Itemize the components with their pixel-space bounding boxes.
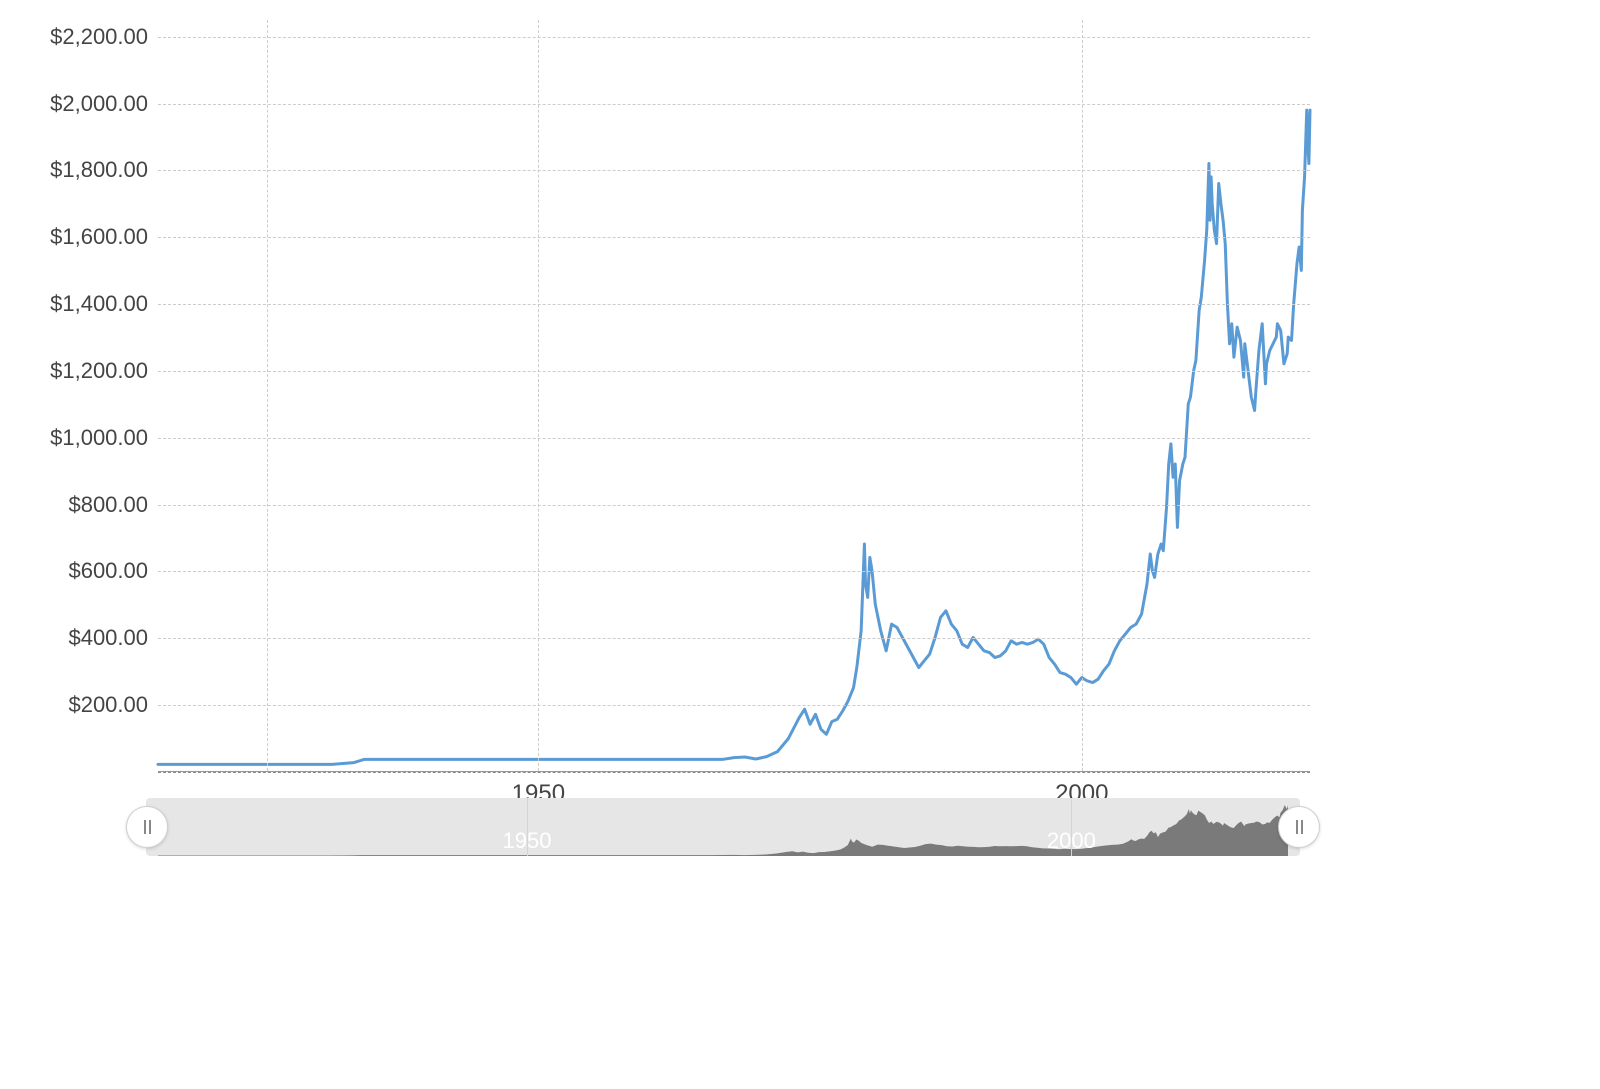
grid-line-vertical: [1082, 20, 1083, 771]
grid-line-horizontal: [158, 638, 1310, 639]
drag-icon: [149, 820, 151, 834]
grid-line-horizontal: [158, 170, 1310, 171]
y-axis-tick-label: $800.00: [68, 492, 148, 518]
y-axis-tick-label: $1,200.00: [50, 358, 148, 384]
y-axis-tick-label: $400.00: [68, 625, 148, 651]
grid-line-horizontal: [158, 304, 1310, 305]
range-selector[interactable]: 1950 2000: [134, 798, 1312, 856]
main-chart: $200.00 $400.00 $600.00 $800.00 $1,000.00 $1,…: [20, 20, 1320, 860]
y-axis-tick-label: $2,200.00: [50, 24, 148, 50]
grid-line-horizontal: [158, 438, 1310, 439]
grid-line-horizontal: [158, 705, 1310, 706]
grid-line-horizontal: [158, 237, 1310, 238]
range-x-label: 1950: [503, 828, 552, 854]
grid-line-horizontal: [158, 37, 1310, 38]
grid-line-horizontal: [158, 104, 1310, 105]
y-axis-tick-label: $200.00: [68, 692, 148, 718]
y-axis-tick-label: $1,400.00: [50, 291, 148, 317]
range-handle-right[interactable]: [1278, 806, 1320, 848]
baseline: [158, 772, 1310, 773]
grid-line-horizontal: [158, 571, 1310, 572]
drag-icon: [144, 820, 146, 834]
drag-icon: [1296, 820, 1298, 834]
range-selector-track[interactable]: 1950 2000: [146, 798, 1300, 856]
y-axis-tick-label: $1,000.00: [50, 425, 148, 451]
plot-area[interactable]: [158, 20, 1310, 772]
line-series: [158, 20, 1310, 771]
grid-line-horizontal: [158, 505, 1310, 506]
y-axis-tick-label: $600.00: [68, 558, 148, 584]
range-x-label: 2000: [1047, 828, 1096, 854]
grid-line-vertical: [538, 20, 539, 771]
y-axis-tick-label: $1,800.00: [50, 157, 148, 183]
y-axis-tick-label: $1,600.00: [50, 224, 148, 250]
drag-icon: [1301, 820, 1303, 834]
grid-line-vertical: [267, 20, 268, 771]
range-selector-area: [158, 798, 1288, 856]
range-handle-left[interactable]: [126, 806, 168, 848]
grid-line-horizontal: [158, 371, 1310, 372]
y-axis-tick-label: $2,000.00: [50, 91, 148, 117]
